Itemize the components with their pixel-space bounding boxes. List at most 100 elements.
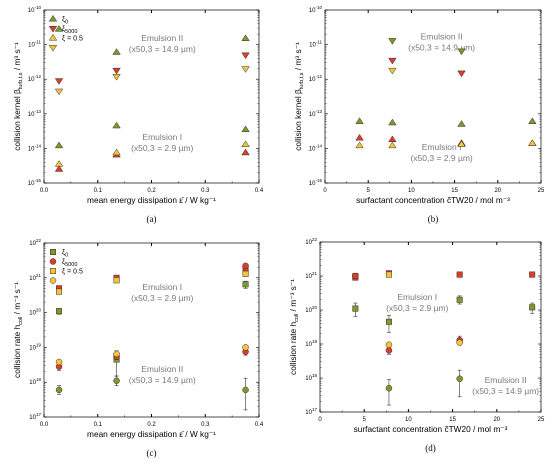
legend-marker — [50, 249, 56, 255]
data-point — [456, 375, 463, 383]
legend-marker — [48, 26, 58, 33]
data-point — [242, 262, 249, 270]
data-point — [54, 160, 64, 167]
annotation-text: Emulsion I — [142, 132, 182, 142]
data-point — [112, 48, 121, 55]
y-tick-label: 10-15 — [28, 178, 42, 187]
y-tick-label: 10-11 — [309, 40, 322, 49]
x-axis-label: surfactant concentration c̃TW20 / mol m⁻… — [354, 424, 508, 434]
panel-label: (a) — [147, 214, 157, 224]
data-point — [54, 165, 64, 172]
legend-marker — [49, 258, 57, 265]
chart-panel-d: 0 5 10 15 20 25 1017 1018 1019 1020 1021 1022 surfac… — [288, 237, 545, 453]
x-tick-label: 0.3 — [201, 422, 210, 428]
y-tick-label: 1022 — [29, 238, 41, 247]
y-tick-label: 1021 — [305, 271, 317, 280]
annotation-text: Emulsion II — [141, 33, 183, 43]
data-point — [54, 25, 64, 32]
data-point — [352, 305, 359, 312]
y-tick-label: 10-13 — [28, 109, 42, 118]
data-point — [112, 67, 121, 75]
legend-marker — [49, 277, 57, 284]
data-point — [242, 281, 249, 288]
data-point — [113, 377, 120, 385]
data-point — [385, 341, 393, 349]
data-point — [56, 308, 63, 315]
y-tick-label: 1017 — [305, 407, 317, 416]
x-tick-label: 5 — [367, 188, 371, 194]
data-point — [385, 318, 392, 325]
data-point — [54, 141, 64, 149]
annotation-text: Emulsion I — [397, 292, 437, 302]
y-tick-label: 1018 — [29, 377, 41, 386]
data-point — [457, 120, 466, 127]
x-tick-label: 10 — [405, 417, 412, 423]
chart-panel-c: 0.0 0.1 0.2 0.3 0.4 1017 1018 1019 1020 1021 1022 m… — [12, 238, 264, 458]
data-point — [241, 52, 250, 60]
data-point — [457, 48, 466, 56]
x-tick-label: 15 — [449, 417, 456, 423]
annotation-text: (x50,3 = 2.9 µm) — [410, 153, 472, 163]
chart-panel-b: 0 5 10 15 20 25 10-15 10-14 10-13 10-12 10-11 10-10… — [293, 5, 545, 224]
y-tick-label: 10-10 — [28, 5, 42, 14]
data-point — [242, 270, 249, 277]
y-tick-label: 10-12 — [309, 74, 323, 83]
y-axis-label: collision rate hcoll / m⁻³ s⁻¹ — [288, 279, 300, 375]
y-tick-label: 1020 — [29, 308, 41, 317]
y-tick-label: 1018 — [305, 373, 317, 382]
x-tick-label: 0.1 — [94, 188, 103, 194]
data-point — [456, 296, 463, 303]
data-point — [241, 148, 250, 156]
panel-label: (c) — [147, 448, 157, 458]
x-axis-label: mean energy dissipation ε̄ / W kg⁻¹ — [87, 195, 216, 205]
legend-label: ξ5000 — [62, 26, 77, 35]
data-point — [355, 141, 364, 149]
data-point — [529, 304, 536, 311]
data-point — [456, 339, 463, 346]
data-point — [55, 386, 63, 394]
x-tick-label: 0 — [323, 188, 327, 194]
x-tick-label: 25 — [538, 417, 545, 423]
data-point — [355, 133, 364, 141]
data-point — [388, 57, 397, 65]
data-point — [112, 148, 121, 156]
y-tick-label: 1022 — [305, 237, 317, 246]
x-tick-label: 0.1 — [94, 422, 103, 428]
x-tick-label: 20 — [494, 188, 501, 194]
data-point — [55, 358, 63, 366]
data-point — [355, 117, 364, 124]
legend-label: ξ = 0.5 — [62, 36, 83, 43]
data-point — [456, 271, 463, 278]
y-axis-label: collision kernel βturb,t,s / m³ s⁻¹ — [293, 42, 305, 151]
y-tick-label: 10-13 — [309, 109, 323, 118]
data-point — [242, 386, 249, 394]
data-point — [241, 140, 250, 147]
legend-marker — [50, 268, 56, 274]
data-point — [241, 34, 250, 41]
annotation-text: (x50,3 = 2.9 µm) — [131, 293, 193, 303]
legend-label: ξ = 0.5 — [62, 269, 83, 276]
data-point — [388, 67, 397, 75]
data-point — [113, 350, 120, 358]
legend-label: ξ5000 — [62, 259, 77, 268]
data-point — [388, 38, 397, 45]
y-tick-label: 10-15 — [309, 178, 323, 187]
annotation-text: (x50,3 = 14.9 µm) — [408, 42, 475, 52]
annotation-text: (x50,3 = 2.9 µm) — [131, 143, 193, 153]
legend-label: ξ0 — [62, 17, 68, 26]
y-tick-label: 10-11 — [28, 40, 41, 49]
annotation-text: Emulsion II — [421, 31, 463, 41]
data-point — [54, 88, 64, 96]
y-tick-label: 10-14 — [309, 143, 323, 152]
panel-label: (b) — [428, 214, 439, 224]
data-point — [113, 277, 120, 284]
data-point — [112, 73, 121, 81]
data-point — [388, 118, 397, 126]
data-point — [241, 66, 250, 73]
x-axis-label: surfactant concentration c̃TW20 / mol m⁻… — [356, 195, 510, 205]
x-tick-label: 5 — [363, 417, 367, 423]
y-tick-label: 1021 — [29, 273, 41, 282]
x-tick-label: 25 — [538, 188, 545, 194]
x-tick-label: 0.0 — [40, 188, 49, 194]
panel-label: (d) — [425, 443, 436, 453]
